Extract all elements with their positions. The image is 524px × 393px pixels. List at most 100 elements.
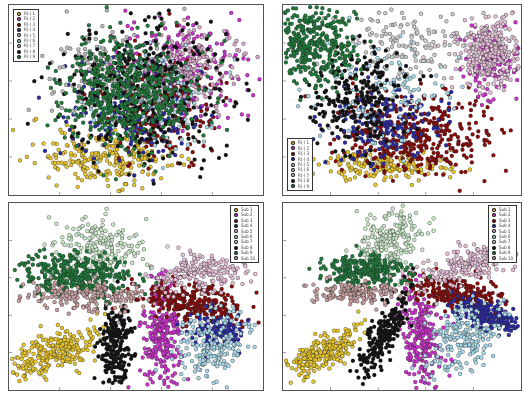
data-point — [366, 75, 371, 80]
data-point — [473, 98, 478, 104]
data-point — [98, 50, 103, 56]
data-point — [162, 381, 167, 386]
data-point — [364, 83, 369, 88]
data-point — [469, 148, 474, 153]
data-point — [161, 134, 166, 139]
data-point — [100, 125, 105, 130]
data-point — [408, 144, 413, 149]
data-point — [174, 20, 179, 25]
data-point — [371, 83, 376, 88]
data-point — [144, 107, 149, 112]
data-point — [153, 39, 158, 44]
data-point — [31, 351, 36, 356]
data-point — [48, 156, 53, 161]
data-point — [191, 28, 197, 33]
data-point — [15, 355, 20, 360]
data-point — [244, 81, 249, 86]
data-point — [313, 106, 318, 111]
data-point — [74, 68, 79, 73]
data-point — [404, 63, 409, 69]
data-point — [146, 95, 151, 100]
data-point — [515, 56, 520, 61]
data-point — [125, 61, 130, 66]
data-point — [100, 67, 105, 72]
data-point — [451, 169, 456, 174]
data-point — [474, 60, 479, 66]
data-point — [482, 62, 487, 68]
data-point — [157, 32, 162, 37]
data-point — [390, 55, 395, 60]
data-point — [186, 15, 191, 20]
data-point — [361, 139, 366, 144]
data-point — [100, 24, 105, 29]
data-point — [489, 116, 494, 121]
data-point — [88, 56, 93, 61]
data-point — [96, 113, 101, 118]
data-point — [283, 10, 288, 15]
data-point — [54, 183, 59, 188]
data-point — [215, 100, 220, 105]
data-point — [492, 26, 497, 31]
data-point — [184, 77, 189, 82]
data-point — [106, 183, 111, 189]
data-point — [323, 44, 328, 49]
data-point — [496, 85, 501, 90]
data-point — [10, 356, 15, 361]
data-point — [56, 340, 61, 345]
data-point — [324, 95, 329, 100]
data-point — [490, 33, 495, 38]
data-point — [418, 132, 423, 137]
data-point — [397, 43, 402, 48]
data-point — [297, 87, 302, 92]
data-point — [131, 155, 137, 160]
data-point — [344, 109, 349, 114]
data-point — [131, 116, 136, 121]
data-point — [38, 346, 43, 351]
data-point — [166, 127, 171, 132]
data-point — [292, 51, 297, 56]
data-point — [108, 94, 113, 99]
data-point — [430, 146, 435, 151]
data-point — [383, 11, 388, 16]
data-point — [80, 146, 85, 151]
data-point — [432, 106, 437, 111]
data-point — [93, 78, 98, 83]
data-point — [322, 90, 327, 95]
data-point — [166, 384, 171, 389]
data-point — [316, 38, 321, 43]
data-point — [286, 29, 291, 34]
data-point — [36, 334, 41, 339]
data-point — [412, 47, 417, 52]
data-point — [123, 147, 128, 152]
data-point — [421, 74, 426, 79]
data-point — [438, 14, 443, 19]
data-point — [314, 41, 320, 47]
data-point — [208, 19, 213, 24]
data-point — [320, 6, 325, 11]
data-point — [394, 39, 399, 44]
data-point — [414, 65, 419, 70]
data-point — [113, 138, 118, 143]
data-point — [482, 77, 487, 82]
data-point — [179, 74, 184, 79]
data-point — [180, 128, 185, 134]
data-point — [190, 150, 195, 155]
data-point — [157, 81, 162, 86]
data-point — [295, 58, 300, 63]
data-point — [413, 58, 418, 63]
data-point — [170, 150, 175, 155]
legend-marker-icon — [291, 168, 295, 173]
data-point — [90, 70, 95, 75]
data-point — [193, 45, 198, 50]
data-point — [112, 163, 117, 168]
data-point — [435, 146, 440, 151]
data-point — [482, 142, 487, 147]
data-point — [332, 114, 337, 119]
data-point — [200, 50, 205, 55]
data-point — [427, 42, 432, 47]
data-point — [205, 46, 211, 52]
data-point — [314, 25, 319, 30]
data-point — [86, 23, 91, 28]
data-point — [419, 148, 424, 153]
data-point — [94, 165, 99, 170]
